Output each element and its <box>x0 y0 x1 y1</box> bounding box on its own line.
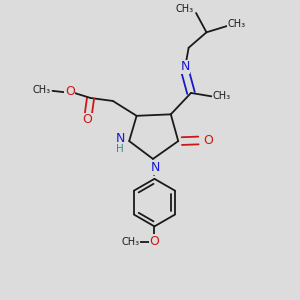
Text: CH₃: CH₃ <box>176 4 194 14</box>
Text: O: O <box>82 113 92 127</box>
Text: N: N <box>116 132 125 145</box>
Text: CH₃: CH₃ <box>212 91 230 101</box>
Text: O: O <box>65 85 75 98</box>
Text: O: O <box>149 235 159 248</box>
Text: CH₃: CH₃ <box>122 237 140 247</box>
Text: O: O <box>203 134 213 147</box>
Text: H: H <box>116 144 124 154</box>
Text: N: N <box>151 161 160 174</box>
Text: CH₃: CH₃ <box>33 85 51 95</box>
Text: N: N <box>180 60 190 73</box>
Text: CH₃: CH₃ <box>228 19 246 29</box>
